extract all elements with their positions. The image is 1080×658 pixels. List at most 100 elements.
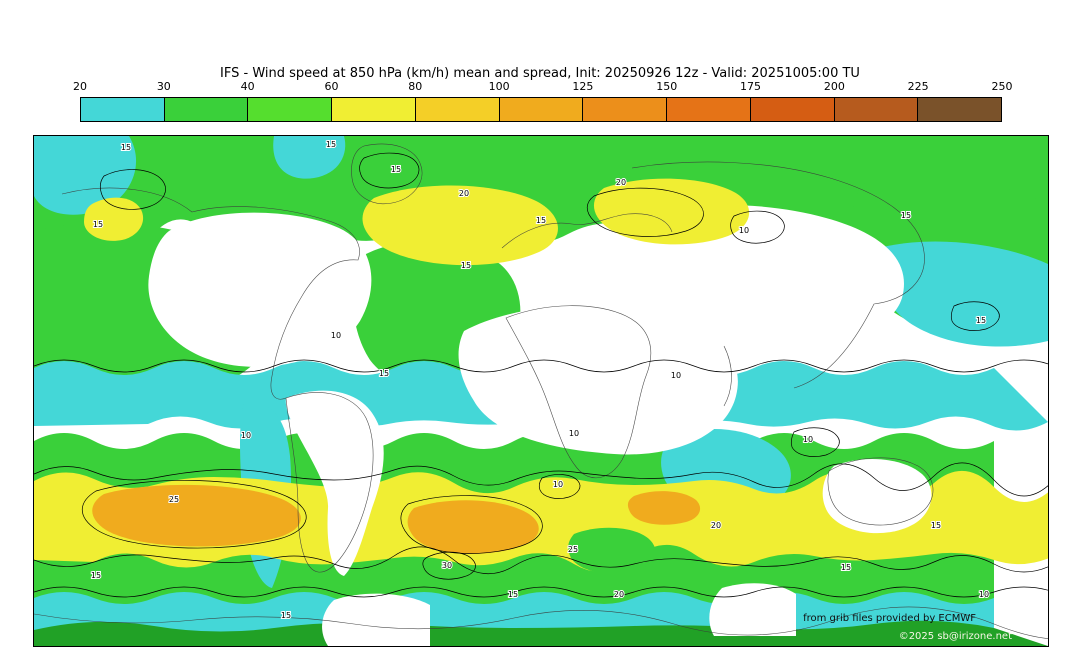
field-region-white bbox=[285, 390, 384, 576]
field-region-green bbox=[568, 527, 656, 574]
colorbar-segment bbox=[164, 98, 249, 121]
map: 15 15 15 20 15 10 15 15 10 10 25 30 15 20 15 10 25 10 10 15… bbox=[33, 135, 1049, 647]
contour-label: 10 bbox=[803, 435, 813, 444]
spread-contour bbox=[34, 359, 1048, 373]
colorbar-tick: 100 bbox=[488, 80, 510, 93]
spread-contour bbox=[359, 152, 420, 189]
colorbar-segment bbox=[667, 98, 751, 121]
coastline bbox=[723, 345, 732, 407]
field-region-cyan bbox=[34, 136, 137, 215]
contour-label: 10 bbox=[739, 226, 749, 235]
coastline bbox=[285, 392, 374, 573]
field-region-darkgreen bbox=[34, 620, 1048, 646]
colorbar-segment bbox=[834, 98, 919, 121]
colorbar-segment bbox=[918, 98, 1002, 121]
colorbar-tick: 200 bbox=[823, 80, 845, 93]
coastline bbox=[501, 213, 673, 249]
colorbar-segment bbox=[248, 98, 333, 121]
contour-label: 15 bbox=[93, 220, 103, 229]
contour-label: 25 bbox=[568, 545, 578, 554]
contour-label: 10 bbox=[569, 429, 579, 438]
contour-label: 15 bbox=[901, 211, 911, 220]
colorbar-tick: 250 bbox=[991, 80, 1013, 93]
contour-lines-layer bbox=[34, 152, 1048, 598]
colorbar-segment bbox=[415, 98, 500, 121]
chart-title: IFS - Wind speed at 850 hPa (km/h) mean … bbox=[220, 66, 860, 81]
contour-label: 15 bbox=[281, 611, 291, 620]
colorbar-tick: 20 bbox=[73, 80, 87, 93]
spread-contour bbox=[586, 187, 704, 237]
colorbar-tick: 30 bbox=[156, 80, 171, 93]
colorbar-tick: 150 bbox=[656, 80, 678, 93]
field-region-orange bbox=[627, 491, 701, 525]
map-image: 15 15 15 20 15 10 15 15 10 10 25 30 15 20 15 10 25 10 10 15… bbox=[34, 136, 1048, 646]
attribution-ecmwf: from grib files provided by ECMWF bbox=[803, 613, 976, 624]
spread-contour bbox=[538, 474, 581, 499]
contour-label: 10 bbox=[553, 480, 563, 489]
colorbar-tick: 125 bbox=[572, 80, 594, 93]
contour-label: 10 bbox=[671, 371, 681, 380]
contour-label: 20 bbox=[614, 590, 624, 599]
contour-label: 15 bbox=[121, 143, 131, 152]
contour-label: 15 bbox=[379, 369, 389, 378]
field-region-yellow bbox=[593, 178, 750, 245]
colorbar-segment bbox=[583, 98, 668, 121]
contour-label: 15 bbox=[931, 521, 941, 530]
coastline bbox=[61, 187, 360, 400]
field-region-orange bbox=[407, 500, 539, 554]
field-region-cyan bbox=[876, 241, 1048, 347]
coastlines-layer bbox=[34, 143, 1048, 639]
contour-label: 15 bbox=[91, 571, 101, 580]
colorbar-bar bbox=[80, 97, 1002, 122]
colorbar-tick: 80 bbox=[408, 80, 423, 93]
contour-label: 10 bbox=[331, 331, 341, 340]
field-region-yellow bbox=[84, 197, 144, 241]
colorbar-ticks: 20 30 40 60 80 100 125 150 175 200 225 250 bbox=[73, 80, 1013, 95]
spread-contour bbox=[400, 495, 543, 554]
spread-contour bbox=[950, 301, 1000, 331]
contour-label: 10 bbox=[241, 431, 251, 440]
spread-contour bbox=[34, 546, 1048, 575]
spread-contour bbox=[81, 480, 307, 549]
field-region-yellow bbox=[34, 470, 1048, 572]
contour-label: 30 bbox=[442, 561, 452, 570]
wind-field-layer bbox=[34, 136, 1048, 646]
contour-label: 15 bbox=[391, 165, 401, 174]
contour-label: 15 bbox=[841, 563, 851, 572]
spread-contour bbox=[422, 551, 476, 580]
field-region-white bbox=[322, 593, 430, 646]
field-region-white bbox=[148, 212, 372, 367]
field-region-cyan bbox=[273, 136, 346, 179]
colorbar-tick: 175 bbox=[740, 80, 762, 93]
field-region-white bbox=[822, 459, 932, 534]
coastline bbox=[827, 457, 934, 526]
colorbar-tick: 40 bbox=[240, 80, 255, 93]
contour-label: 25 bbox=[169, 495, 179, 504]
contour-label: 20 bbox=[711, 521, 721, 530]
spread-contour bbox=[99, 169, 166, 210]
spread-contour bbox=[34, 462, 1048, 497]
colorbar-segment bbox=[332, 98, 416, 121]
contour-label: 20 bbox=[459, 189, 469, 198]
colorbar-tick: 60 bbox=[324, 80, 339, 93]
field-region-yellow bbox=[362, 185, 558, 266]
colorbar: 20 30 40 60 80 100 125 150 175 200 225 250 bbox=[73, 80, 1013, 124]
contour-label: 20 bbox=[616, 178, 626, 187]
coastline bbox=[351, 143, 423, 205]
contour-labels-layer: 15 15 15 20 15 10 15 15 10 10 25 30 15 20 15 10 25 10 10 15… bbox=[90, 139, 990, 621]
attribution-copyright: ©2025 sb@irizone.net bbox=[898, 631, 1012, 642]
field-region-white bbox=[458, 305, 738, 455]
coastline bbox=[34, 606, 1048, 639]
spread-contour bbox=[790, 427, 840, 457]
colorbar-segment bbox=[81, 98, 165, 121]
contour-label: 10 bbox=[979, 590, 989, 599]
field-region-white bbox=[709, 583, 796, 636]
colorbar-segment bbox=[499, 98, 584, 121]
spread-contour bbox=[34, 586, 1048, 598]
spread-contour bbox=[730, 210, 785, 244]
coastline bbox=[631, 161, 925, 389]
contour-label: 15 bbox=[326, 140, 336, 149]
contour-label: 15 bbox=[508, 590, 518, 599]
contour-label: 15 bbox=[461, 261, 471, 270]
